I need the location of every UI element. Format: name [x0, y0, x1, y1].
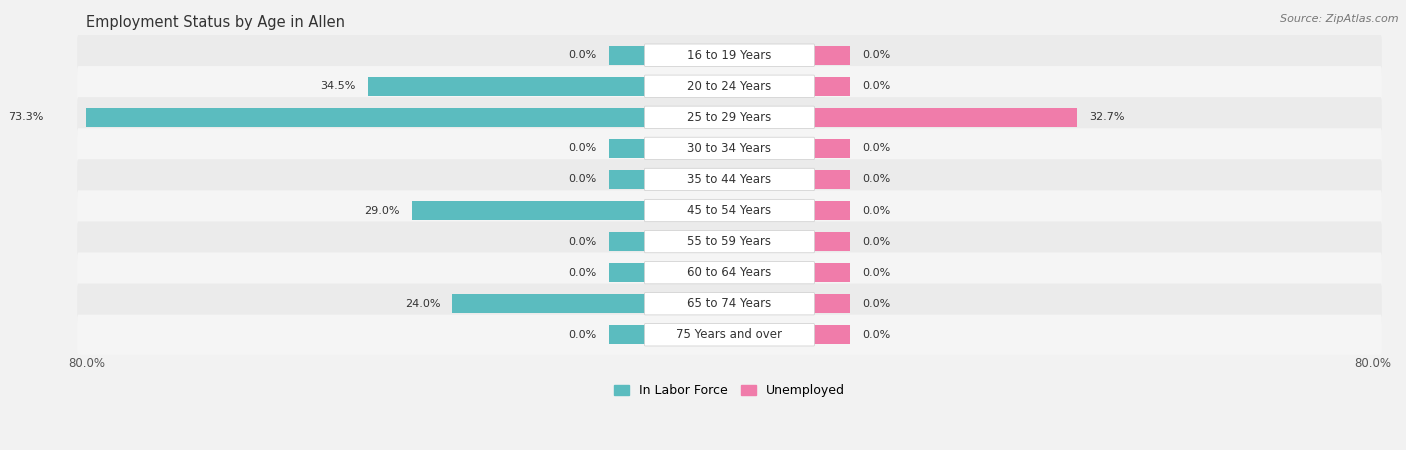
FancyBboxPatch shape [77, 97, 1382, 138]
FancyBboxPatch shape [77, 221, 1382, 262]
Bar [609, 232, 645, 251]
Bar [609, 45, 645, 65]
FancyBboxPatch shape [644, 261, 814, 284]
Text: Employment Status by Age in Allen: Employment Status by Age in Allen [87, 15, 346, 30]
Bar [814, 294, 851, 313]
FancyBboxPatch shape [644, 230, 814, 253]
FancyBboxPatch shape [644, 292, 814, 315]
Bar [609, 263, 645, 282]
FancyBboxPatch shape [644, 44, 814, 67]
FancyBboxPatch shape [77, 159, 1382, 200]
Bar [453, 294, 645, 313]
Text: 75 Years and over: 75 Years and over [676, 328, 783, 341]
Text: 0.0%: 0.0% [862, 268, 890, 278]
Bar [368, 76, 645, 96]
FancyBboxPatch shape [77, 35, 1382, 76]
Bar [814, 170, 851, 189]
FancyBboxPatch shape [644, 324, 814, 346]
Text: 65 to 74 Years: 65 to 74 Years [688, 297, 772, 310]
Text: 30 to 34 Years: 30 to 34 Years [688, 142, 772, 155]
Text: 0.0%: 0.0% [862, 81, 890, 91]
Text: 0.0%: 0.0% [862, 330, 890, 340]
Text: 0.0%: 0.0% [862, 299, 890, 309]
Text: 0.0%: 0.0% [568, 50, 598, 60]
FancyBboxPatch shape [77, 284, 1382, 324]
FancyBboxPatch shape [77, 315, 1382, 355]
Text: 20 to 24 Years: 20 to 24 Years [688, 80, 772, 93]
Bar [609, 139, 645, 158]
Bar [814, 263, 851, 282]
Text: 0.0%: 0.0% [862, 206, 890, 216]
Bar [56, 108, 645, 127]
Text: 0.0%: 0.0% [862, 175, 890, 184]
Text: Source: ZipAtlas.com: Source: ZipAtlas.com [1281, 14, 1399, 23]
Bar [814, 139, 851, 158]
FancyBboxPatch shape [644, 168, 814, 191]
Text: 0.0%: 0.0% [568, 175, 598, 184]
FancyBboxPatch shape [644, 137, 814, 160]
Bar [814, 325, 851, 344]
Text: 0.0%: 0.0% [568, 144, 598, 153]
Text: 0.0%: 0.0% [568, 330, 598, 340]
Text: 35 to 44 Years: 35 to 44 Years [688, 173, 772, 186]
FancyBboxPatch shape [644, 75, 814, 98]
Bar [609, 170, 645, 189]
Text: 55 to 59 Years: 55 to 59 Years [688, 235, 772, 248]
Text: 0.0%: 0.0% [862, 237, 890, 247]
Bar [814, 232, 851, 251]
Bar [814, 108, 1077, 127]
Text: 16 to 19 Years: 16 to 19 Years [688, 49, 772, 62]
Text: 32.7%: 32.7% [1088, 112, 1125, 122]
Bar [814, 201, 851, 220]
Bar [412, 201, 645, 220]
Text: 24.0%: 24.0% [405, 299, 440, 309]
Text: 0.0%: 0.0% [568, 237, 598, 247]
Text: 0.0%: 0.0% [862, 144, 890, 153]
Text: 0.0%: 0.0% [862, 50, 890, 60]
Text: 29.0%: 29.0% [364, 206, 399, 216]
FancyBboxPatch shape [77, 252, 1382, 293]
Bar [814, 76, 851, 96]
Text: 45 to 54 Years: 45 to 54 Years [688, 204, 772, 217]
Text: 0.0%: 0.0% [568, 268, 598, 278]
Text: 60 to 64 Years: 60 to 64 Years [688, 266, 772, 279]
FancyBboxPatch shape [644, 199, 814, 222]
Text: 34.5%: 34.5% [321, 81, 356, 91]
FancyBboxPatch shape [644, 106, 814, 129]
FancyBboxPatch shape [77, 128, 1382, 169]
Legend: In Labor Force, Unemployed: In Labor Force, Unemployed [609, 379, 849, 402]
Bar [609, 325, 645, 344]
FancyBboxPatch shape [77, 66, 1382, 107]
Text: 25 to 29 Years: 25 to 29 Years [688, 111, 772, 124]
FancyBboxPatch shape [77, 190, 1382, 231]
Bar [814, 45, 851, 65]
Text: 73.3%: 73.3% [8, 112, 44, 122]
